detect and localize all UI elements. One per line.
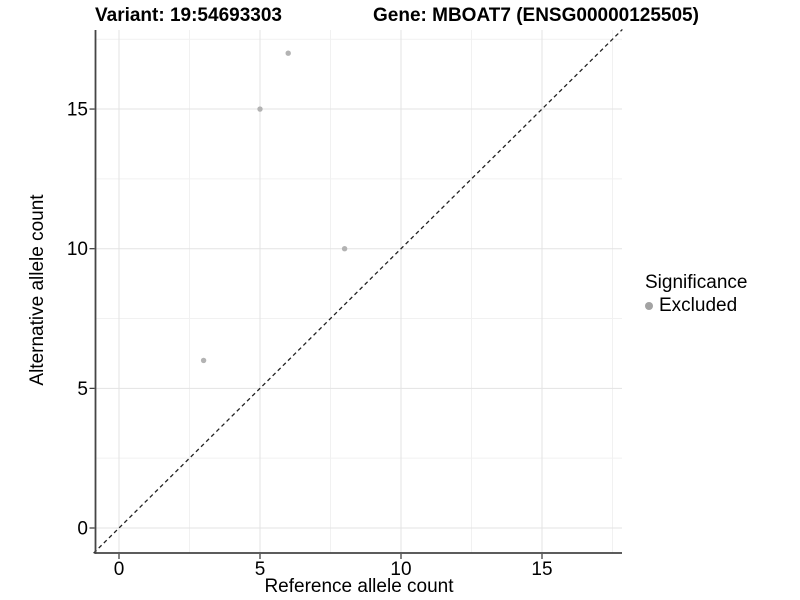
legend: Significance Excluded <box>645 271 747 317</box>
y-tick-label: 5 <box>77 379 88 400</box>
plot-title-variant: Variant: 19:54693303 <box>95 5 282 26</box>
legend-entry: Excluded <box>645 294 747 317</box>
x-tick-label: 0 <box>114 559 125 580</box>
y-tick-label: 10 <box>67 239 88 260</box>
data-point <box>285 50 291 56</box>
legend-point-icon <box>645 301 653 310</box>
y-axis-title: Alternative allele count <box>27 194 48 386</box>
x-tick-label: 5 <box>255 559 266 580</box>
legend-title: Significance <box>645 272 748 293</box>
data-point <box>200 357 207 364</box>
x-tick-label: 10 <box>390 559 411 580</box>
legend-entry-label: Excluded <box>659 294 738 316</box>
data-point <box>341 246 348 252</box>
identity-dashed-line <box>93 28 623 554</box>
x-tick-label: 15 <box>531 559 552 580</box>
y-tick-label: 0 <box>77 519 88 540</box>
y-tick-label: 15 <box>67 100 88 121</box>
x-axis-title: Reference allele count <box>264 576 454 597</box>
data-point <box>257 106 263 112</box>
plot-title-gene: Gene: MBOAT7 (ENSG00000125505) <box>373 5 699 26</box>
